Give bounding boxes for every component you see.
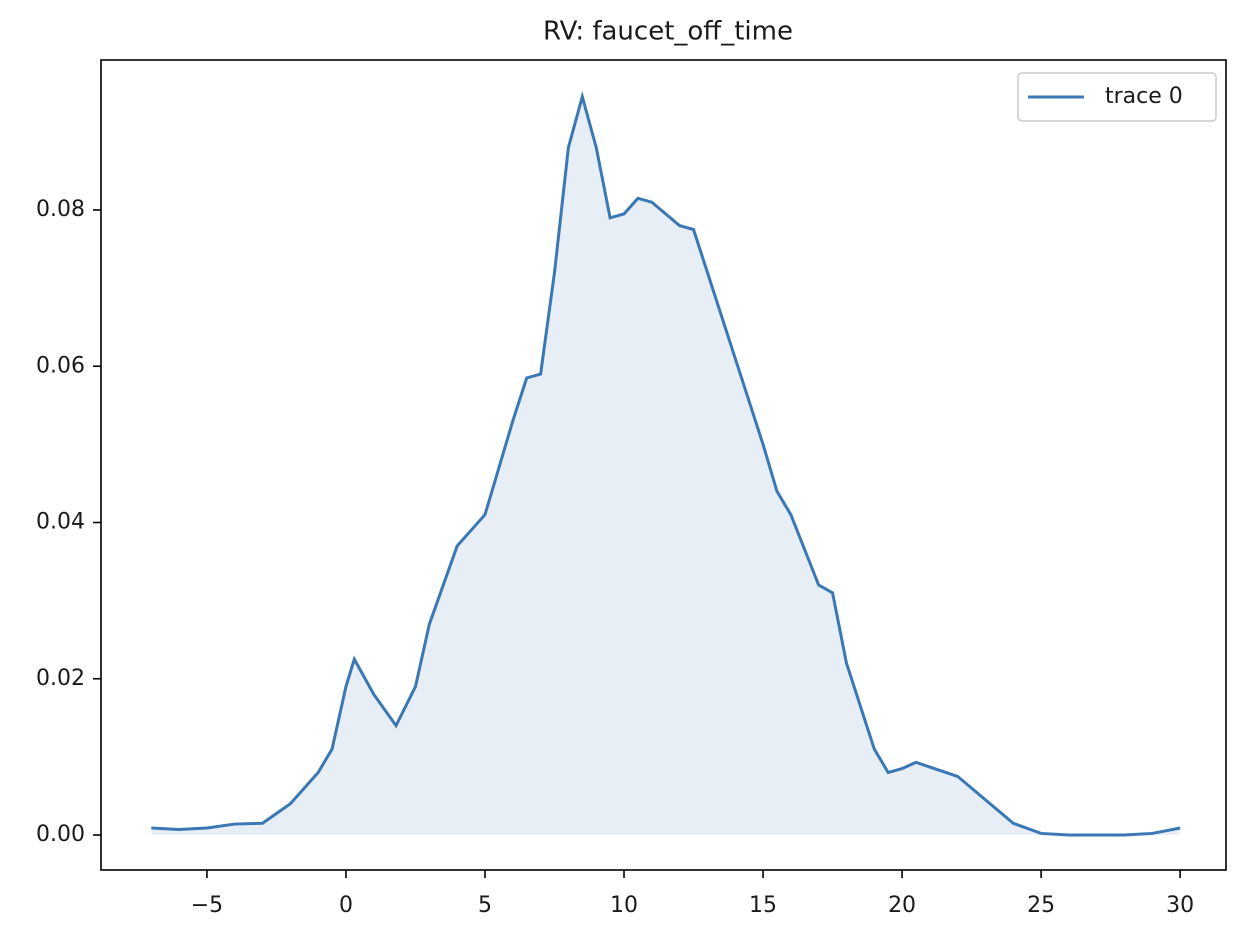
y-tick-label: 0.00 [36,822,85,847]
legend-label: trace 0 [1105,84,1183,109]
x-tick-label: 25 [1027,893,1055,918]
legend-box [1017,72,1217,122]
x-tick-label: 0 [339,893,353,918]
x-tick-label: 5 [478,893,492,918]
plot-frame [100,59,1227,871]
y-tick-label: 0.08 [36,197,85,222]
y-tick-label: 0.02 [36,666,85,691]
x-tick-label: 10 [610,893,638,918]
x-tick-label: −5 [191,893,223,918]
y-tick-label: 0.06 [36,353,85,378]
y-tick-label: 0.04 [36,510,85,535]
area [151,96,1181,835]
x-tick-label: 30 [1166,893,1194,918]
x-tick-label: 20 [888,893,916,918]
x-tick-label: 15 [749,893,777,918]
line [151,91,1181,837]
chart-title: RV: faucet_off_time [543,17,793,47]
